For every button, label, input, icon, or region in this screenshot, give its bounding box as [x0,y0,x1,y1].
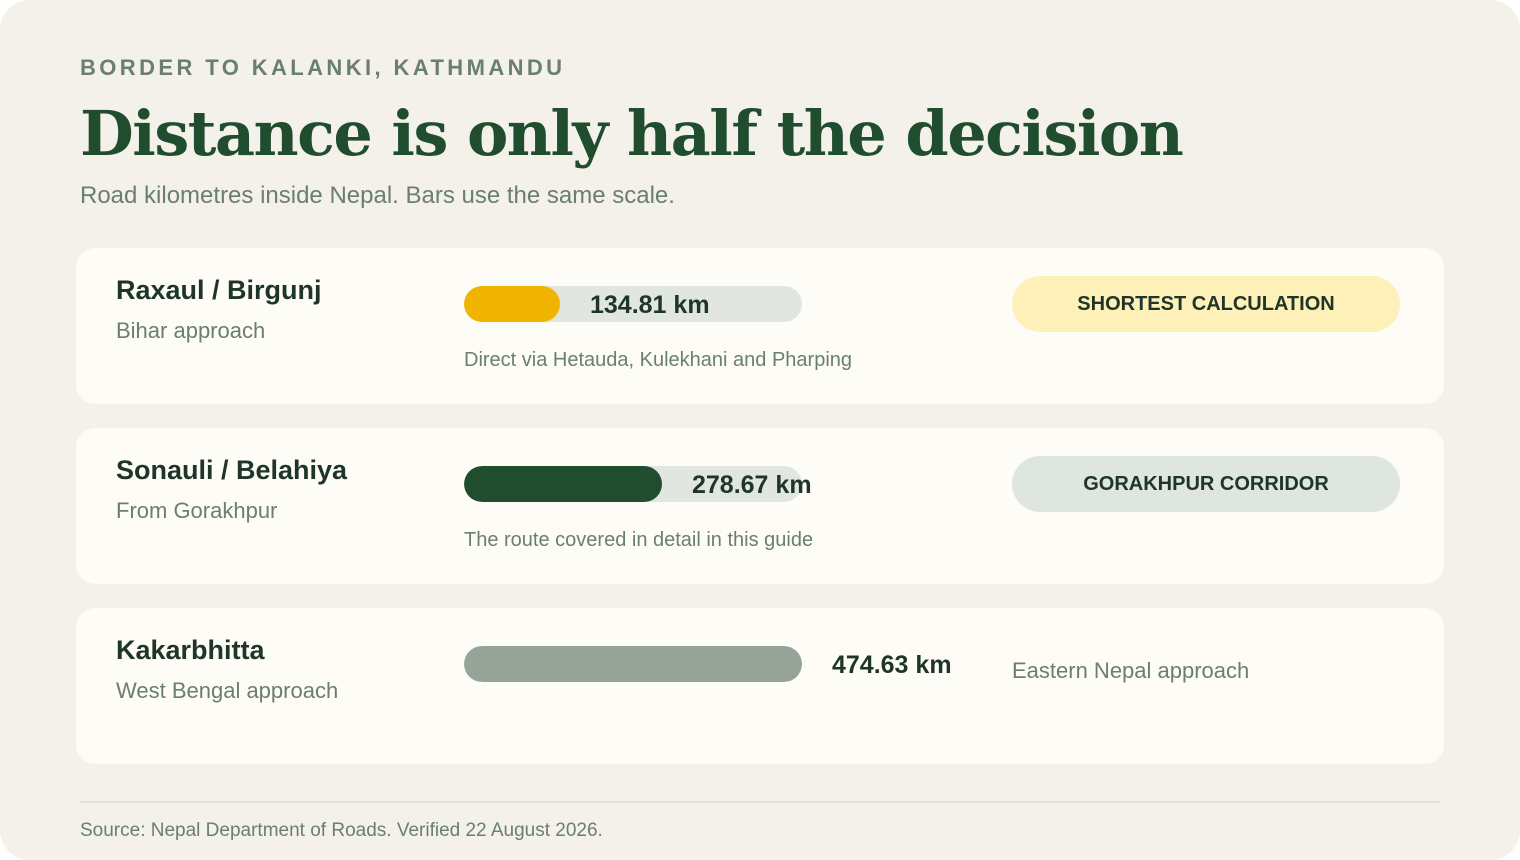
chart-subtitle: Road kilometres inside Nepal. Bars use t… [80,182,675,209]
distance-value-label: 278.67 km [692,471,812,499]
distance-bar [464,646,802,682]
crossing-approach: From Gorakhpur [116,498,278,523]
route-side-note: Eastern Nepal approach [1012,658,1250,683]
distance-bar [464,286,560,322]
distance-bar-track [464,286,802,322]
row-sonauli-belahiya: Sonauli / Belahiya From Gorakhpur 278.67… [76,428,1444,584]
distance-value-label: 134.81 km [590,291,710,319]
source-note: Source: Nepal Department of Roads. Verif… [80,820,603,841]
crossing-name: Sonauli / Belahiya [116,455,348,485]
distance-bar-track [464,646,802,682]
crossing-name: Raxaul / Birgunj [116,275,322,305]
row-raxaul-birgunj: Raxaul / Birgunj Bihar approach 134.81 k… [76,248,1444,404]
route-badge: GORAKHPUR CORRIDOR [1012,456,1400,512]
route-note: The route covered in detail in this guid… [464,529,814,551]
route-eyebrow: BORDER TO KALANKI, KATHMANDU [80,55,566,80]
crossing-approach: West Bengal approach [116,678,339,703]
footer-divider [80,801,1440,803]
chart-title: Distance is only half the decision [80,97,1184,170]
row-kakarbhitta: Kakarbhitta West Bengal approach 474.63 … [76,608,1444,764]
crossing-approach: Bihar approach [116,318,266,343]
distance-value-label: 474.63 km [832,651,952,679]
distance-bar [464,466,662,502]
route-badge: SHORTEST CALCULATION [1012,276,1400,332]
crossing-name: Kakarbhitta [116,635,265,665]
route-note: Direct via Hetauda, Kulekhani and Pharpi… [464,349,853,371]
distance-rows: Raxaul / Birgunj Bihar approach 134.81 k… [76,248,1444,788]
distance-bar-track [464,466,802,502]
